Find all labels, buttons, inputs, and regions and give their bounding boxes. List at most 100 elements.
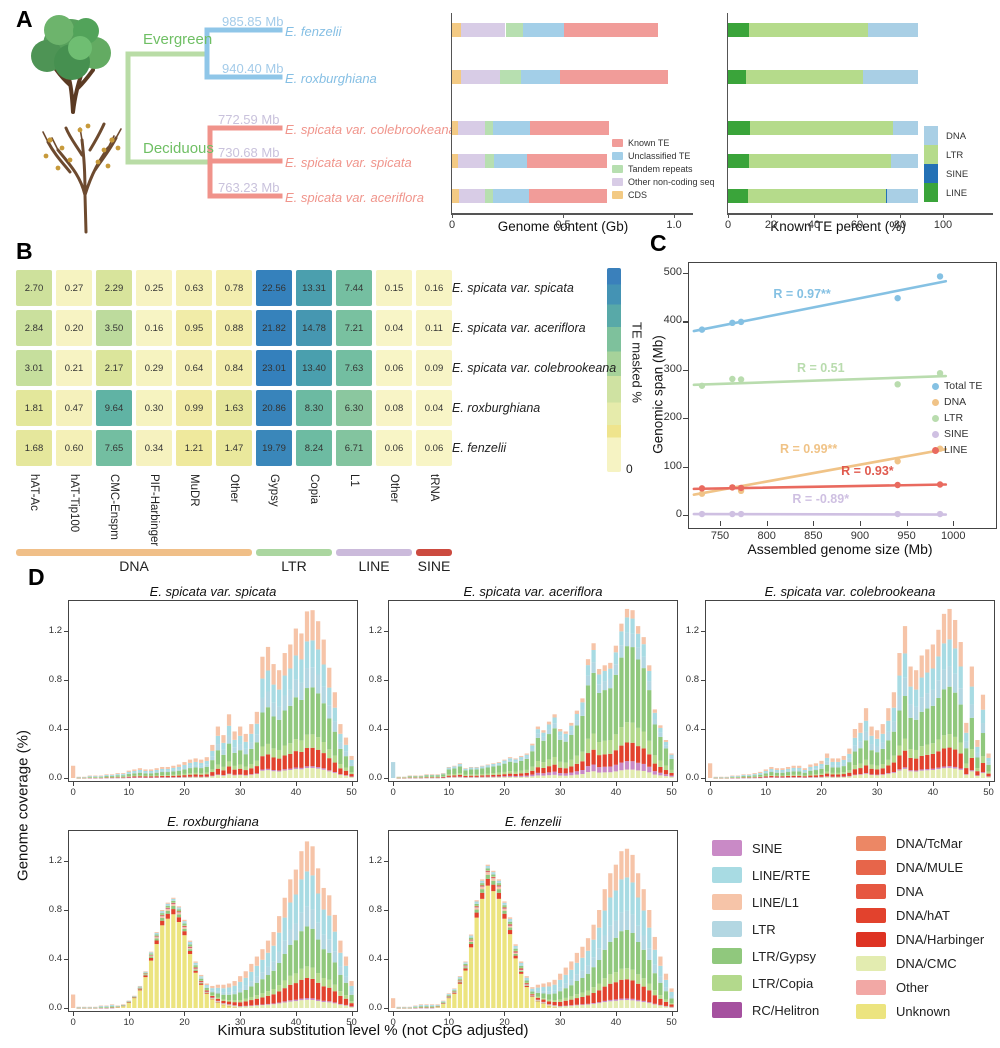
tick-label: 1.2	[685, 625, 699, 636]
genome-size-label: 985.85 Mb	[222, 14, 284, 29]
tick-mark	[64, 631, 68, 632]
tick-mark	[877, 782, 879, 786]
heatmap-cell: 13.31	[296, 270, 332, 306]
tick-label: 80	[893, 219, 907, 231]
tick-label: 1.0	[666, 219, 682, 231]
tick-label: 100	[663, 459, 682, 472]
heatmap-cell: 0.25	[136, 270, 172, 306]
r-value-label: R = 0.97**	[773, 286, 831, 301]
heatmap-col-label: Copia	[308, 474, 320, 505]
evergreen-tree-icon	[31, 15, 111, 114]
kimura-plot-frame	[68, 600, 358, 782]
tick-mark	[64, 910, 68, 911]
known_te_percent-bar-segment	[886, 189, 918, 203]
heatmap-cell: 0.09	[416, 350, 452, 386]
genome_content-bar-segment	[452, 121, 458, 135]
tick-mark	[857, 214, 858, 218]
heatmap-cell: 3.50	[96, 310, 132, 346]
legend-dot	[932, 415, 939, 422]
heatmap-cell: 23.01	[256, 350, 292, 386]
genome_content-bar-segment	[457, 154, 486, 168]
tick-label: 50	[346, 787, 357, 798]
genome_content-bar-segment	[493, 189, 529, 203]
genome_content-bar-segment	[461, 23, 506, 37]
tick-label: 20	[816, 787, 827, 798]
heatmap-col-label: L1	[348, 474, 360, 487]
legend-label: Tandem repeats	[628, 164, 693, 174]
genome_content-bar-segment	[560, 70, 668, 84]
known_te_percent-bar-segment	[728, 189, 748, 203]
tick-label: 0.5	[555, 219, 571, 231]
tick-label: 60	[850, 219, 864, 231]
heatmap-cell: 0.04	[416, 390, 452, 426]
kimura-histogram	[708, 608, 991, 779]
tick-label: 10	[123, 787, 135, 798]
tick-mark	[64, 959, 68, 960]
r-value-label: R = -0.89*	[792, 492, 850, 507]
heatmap-cell: 2.29	[96, 270, 132, 306]
heatmap-col-label: CMC-Enspm	[108, 474, 120, 540]
class-band-label: SINE	[417, 558, 451, 574]
heatmap-cell: 1.68	[16, 430, 52, 466]
heatmap-cell: 1.21	[176, 430, 212, 466]
kimura-histogram	[71, 610, 354, 779]
heatmap-col-label: tRNA	[428, 474, 440, 502]
tick-label: 10	[443, 1017, 455, 1028]
known_te_percent-bar-segment	[749, 23, 868, 37]
tick-label: 0	[448, 219, 456, 231]
tick-mark	[932, 782, 934, 786]
genome_content-bar-segment	[452, 189, 459, 203]
legend-swatch	[612, 152, 623, 160]
genome_content-bar-segment	[564, 23, 658, 37]
heatmap-cell: 0.63	[176, 270, 212, 306]
tick-mark	[765, 782, 767, 786]
genome_content-bar-segment	[528, 189, 608, 203]
tick-label: 0	[70, 787, 76, 798]
legend-label: SINE	[946, 169, 969, 180]
kimura-plot-frame	[388, 600, 678, 782]
tick-label: 50	[983, 787, 994, 798]
genome_content-bar-segment	[452, 70, 462, 84]
known_te_percent-bar-segment	[746, 70, 863, 84]
tick-label: 0.4	[368, 953, 382, 964]
class-band-sine	[416, 549, 452, 556]
genome_content-bar-segment	[452, 154, 458, 168]
legend-swatch	[924, 183, 938, 202]
kimura-plot-title: E. spicata var. colebrookeana	[764, 584, 936, 599]
tick-label: 0.0	[48, 1002, 62, 1013]
tick-mark	[351, 782, 353, 786]
tick-mark	[184, 782, 186, 786]
genome_content-y-axis	[450, 13, 452, 214]
tick-label: 1.2	[48, 625, 62, 636]
tick-label: 300	[663, 362, 682, 375]
kimura-histogram	[391, 848, 674, 1009]
tick-label: 200	[663, 411, 682, 424]
tick-mark	[988, 782, 990, 786]
tick-label: 40	[927, 787, 939, 798]
tick-mark	[452, 214, 453, 218]
tick-mark	[295, 1012, 297, 1016]
legend-swatch	[712, 921, 742, 937]
tick-label: 20	[764, 219, 778, 231]
heatmap-cell: 0.34	[136, 430, 172, 466]
tick-label: 0	[675, 508, 682, 520]
heatmap-row-label: E. spicata var. spicata	[452, 281, 574, 295]
tick-mark	[683, 321, 688, 323]
legend-swatch	[712, 975, 742, 991]
tick-mark	[906, 521, 908, 526]
panel-label-a: A	[16, 6, 33, 32]
tick-mark	[563, 214, 564, 218]
legend-label: SINE	[752, 841, 783, 856]
kimura-histogram	[391, 608, 674, 779]
genome-content-axis-title: Genome content (Gb)	[497, 219, 629, 234]
known_te_percent-bar-segment	[728, 70, 747, 84]
tick-mark	[720, 521, 722, 526]
class-band-dna	[16, 549, 252, 556]
tick-label: 20	[499, 1017, 510, 1028]
tick-label: 0	[724, 219, 732, 231]
legend-label: LINE	[944, 444, 968, 456]
heatmap-cell: 1.47	[216, 430, 252, 466]
tick-label: 50	[346, 1017, 357, 1028]
tick-label: 1.2	[48, 855, 62, 866]
panel-label-b: B	[16, 238, 33, 264]
